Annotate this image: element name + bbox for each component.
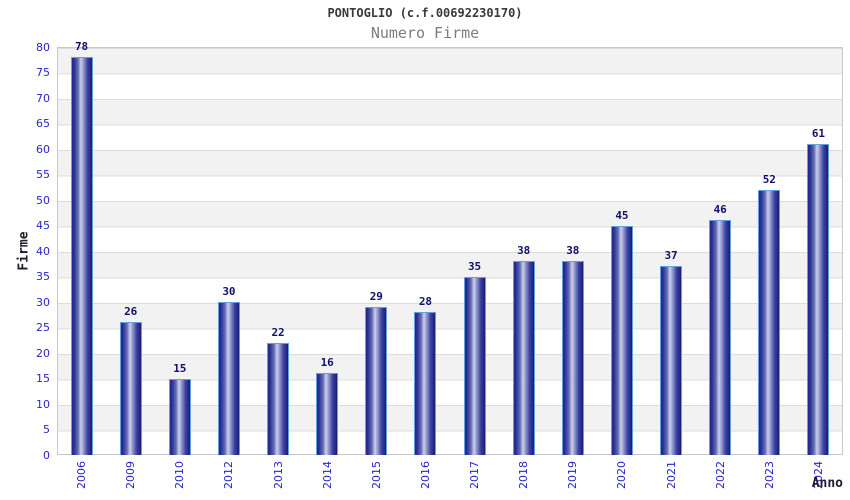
x-tick-label: 2009 (124, 461, 138, 489)
bar (660, 266, 683, 455)
x-tick-label: 2017 (468, 461, 482, 489)
chart-subtitle: Numero Firme (370, 24, 480, 42)
bar-value-label: 30 (222, 285, 236, 298)
bar-value-label: 46 (713, 203, 727, 217)
y-tick-label: 10 (36, 397, 50, 411)
y-tick-label: 35 (36, 270, 50, 283)
bar-value-label: 37 (664, 249, 678, 263)
bar-value-label: 35 (467, 259, 482, 273)
bar (463, 276, 486, 455)
y-axis-title: Firme (16, 231, 32, 271)
x-tick-label: 2021 (664, 461, 678, 489)
bar (709, 220, 732, 455)
bar-value-label: 61 (811, 126, 826, 140)
bar-value-label: 28 (418, 295, 433, 309)
y-tick-label: 25 (36, 321, 50, 334)
y-tick-label: 50 (36, 193, 50, 207)
bar (316, 373, 339, 455)
bar-value-label: 16 (320, 356, 334, 370)
x-tick-label: 2020 (615, 461, 629, 489)
bar-value-label: 52 (762, 172, 776, 186)
x-tick-label: 2022 (713, 461, 727, 489)
bar (758, 189, 781, 455)
bar (70, 57, 93, 455)
x-tick-label: 2019 (566, 461, 580, 489)
bar-value-label: 22 (271, 325, 285, 339)
x-axis-title: Anno (811, 476, 843, 491)
bar-value-label: 45 (615, 208, 629, 222)
bar (365, 307, 388, 455)
bar-value-label: 15 (173, 361, 187, 375)
bar (217, 302, 240, 455)
y-tick-label: 30 (36, 295, 50, 309)
y-tick-label: 65 (36, 117, 50, 130)
bar (168, 378, 191, 455)
x-tick-label: 2015 (369, 461, 383, 489)
x-tick-label: 2023 (762, 461, 776, 489)
y-tick-label: 20 (36, 346, 50, 360)
y-tick-label: 75 (36, 66, 50, 79)
y-tick-label: 55 (36, 168, 50, 181)
bar-value-label: 26 (124, 305, 138, 319)
bar (610, 225, 633, 455)
x-tick-label: 2012 (222, 461, 236, 489)
y-tick-label: 80 (36, 40, 50, 54)
y-tick-label: 5 (43, 423, 50, 436)
x-tick-label: 2010 (173, 461, 187, 489)
bar-value-label: 38 (517, 244, 531, 258)
bar-value-label: 29 (369, 290, 383, 304)
y-tick-label: 0 (43, 448, 50, 462)
y-tick-label: 45 (36, 219, 50, 232)
bar (267, 342, 290, 455)
bar (512, 261, 535, 455)
y-tick-label: 15 (36, 372, 50, 385)
y-tick-label: 70 (36, 91, 50, 105)
x-tick-label: 2018 (517, 461, 531, 489)
bar (414, 312, 437, 455)
bar (561, 261, 584, 455)
bar (119, 322, 142, 455)
bar-value-label: 38 (566, 244, 580, 258)
y-tick-label: 60 (36, 142, 50, 156)
x-tick-label: 2016 (418, 461, 432, 489)
x-tick-label: 2013 (271, 461, 285, 489)
y-tick-label: 40 (36, 244, 50, 258)
x-tick-label: 2014 (320, 461, 334, 489)
chart-title: PONTOGLIO (c.f.00692230170) (327, 6, 523, 20)
x-tick-label: 2006 (75, 461, 89, 489)
bar-value-label: 78 (74, 40, 89, 54)
bar (807, 143, 830, 455)
